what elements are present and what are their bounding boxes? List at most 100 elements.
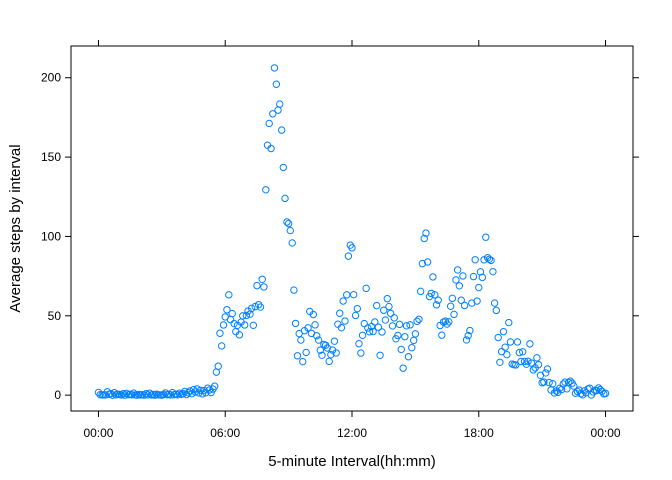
data-point: [408, 343, 416, 352]
x-tick-label: 06:00: [210, 426, 240, 440]
data-point: [549, 380, 557, 388]
data-point: [256, 303, 265, 311]
data-point: [269, 110, 277, 118]
data-point: [358, 331, 367, 340]
data-point: [254, 300, 263, 309]
data-point: [253, 281, 261, 290]
data-point: [374, 323, 383, 331]
data-point: [270, 64, 279, 72]
data-point: [216, 329, 224, 337]
data-point: [379, 306, 388, 314]
data-point: [381, 316, 390, 324]
data-point: [142, 390, 150, 398]
data-point: [404, 353, 413, 361]
data-points: [94, 64, 610, 399]
data-point: [360, 319, 368, 328]
data-point: [332, 349, 340, 357]
data-point: [503, 350, 511, 359]
data-point: [455, 282, 464, 290]
data-point: [175, 389, 184, 397]
data-point: [373, 301, 381, 310]
data-point: [341, 317, 349, 325]
data-point: [555, 384, 564, 393]
data-point: [524, 357, 532, 366]
data-point: [596, 385, 604, 394]
data-point: [429, 273, 437, 281]
data-point: [325, 357, 333, 366]
data-point: [299, 357, 307, 366]
data-point: [223, 306, 231, 314]
x-axis-title: 5-minute Interval(hh:mm): [268, 453, 436, 470]
data-point: [515, 348, 524, 357]
x-tick-label: 12:00: [337, 426, 367, 440]
data-point: [119, 390, 127, 398]
data-point: [371, 318, 379, 326]
x-tick-label: 00:00: [83, 426, 113, 440]
data-point: [283, 218, 291, 226]
data-point: [284, 219, 293, 228]
data-point: [445, 318, 453, 326]
data-point: [226, 315, 235, 324]
data-point: [378, 328, 386, 336]
data-point: [434, 296, 442, 304]
data-point: [376, 351, 384, 359]
data-point: [589, 388, 597, 396]
data-point: [357, 349, 365, 357]
data-point: [240, 321, 249, 329]
data-point: [401, 333, 409, 341]
data-point: [369, 327, 377, 336]
y-tick-label: 200: [41, 71, 61, 85]
data-point: [184, 389, 192, 397]
data-point: [309, 310, 318, 319]
data-point: [460, 301, 469, 310]
data-point: [527, 359, 536, 367]
data-point: [409, 336, 418, 345]
data-point: [267, 144, 275, 153]
data-point: [501, 343, 509, 351]
data-point: [506, 338, 515, 346]
data-point: [388, 322, 397, 330]
data-point: [402, 322, 411, 330]
data-point: [210, 382, 219, 390]
data-point: [439, 318, 448, 326]
data-point: [420, 234, 428, 243]
data-point: [462, 336, 471, 344]
data-point: [466, 326, 474, 335]
data-point: [167, 391, 175, 399]
data-point: [140, 391, 149, 399]
data-point: [193, 385, 201, 393]
data-point: [276, 100, 284, 108]
data-point: [365, 328, 374, 336]
data-point: [394, 331, 402, 340]
data-point: [179, 390, 187, 398]
data-point: [364, 324, 372, 332]
y-tick-label: 0: [54, 388, 61, 402]
data-point: [601, 389, 610, 398]
data-point: [478, 273, 487, 282]
data-point: [313, 332, 321, 340]
data-point: [219, 321, 228, 329]
data-point: [173, 391, 182, 399]
data-point: [397, 345, 405, 354]
data-point: [446, 302, 455, 310]
data-point: [543, 365, 552, 373]
data-point: [427, 289, 435, 298]
data-point: [272, 80, 281, 88]
data-point: [290, 286, 298, 294]
data-point: [385, 302, 393, 311]
data-point: [534, 360, 543, 369]
data-point: [143, 391, 152, 399]
data-point: [207, 388, 215, 397]
data-point: [453, 266, 462, 274]
data-point: [117, 391, 125, 399]
data-point: [145, 389, 154, 397]
data-point: [337, 323, 346, 332]
data-point: [265, 119, 273, 128]
data-point: [316, 346, 325, 354]
data-point: [475, 283, 483, 292]
data-point: [485, 255, 494, 263]
data-point: [545, 378, 553, 387]
data-point: [469, 272, 478, 281]
data-point: [281, 194, 289, 203]
data-point: [452, 276, 460, 284]
